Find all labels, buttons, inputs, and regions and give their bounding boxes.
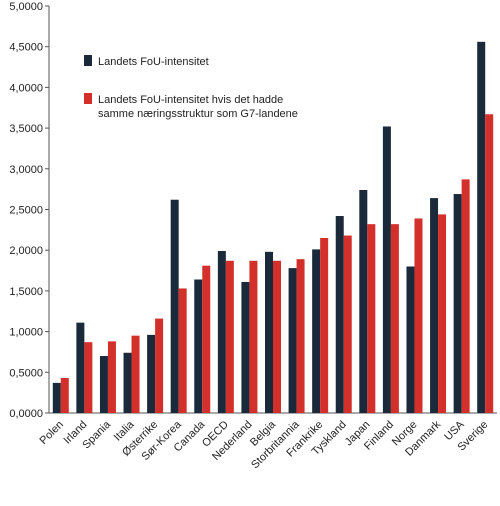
bar-g7 [343, 235, 352, 413]
y-tick-label: 1,5000 [9, 286, 43, 298]
bar-g7 [131, 335, 140, 413]
y-tick-label: 5,0000 [9, 1, 43, 13]
bar-g7 [438, 214, 447, 413]
axes: 0,0000 0,5000 1,0000 1,5000 2,0000 2,5000 3,00… [9, 1, 497, 420]
bar-g7 [225, 260, 234, 413]
legend-swatch [84, 93, 92, 104]
bar-g7 [461, 179, 470, 413]
bar-g7 [202, 265, 211, 413]
y-tick-label: 4,5000 [9, 42, 43, 54]
bar-actual [147, 334, 156, 413]
legend-label: Landets FoU-intensitet [98, 56, 209, 68]
bar-actual [453, 194, 462, 413]
legend-label: samme næringsstruktur som G7-landene [98, 108, 298, 120]
bar-g7 [273, 260, 281, 413]
legend: Landets FoU-intensitet Landets FoU-intens… [84, 55, 298, 120]
bar-g7 [390, 224, 399, 413]
bar-g7 [296, 259, 305, 413]
bar-actual [335, 216, 344, 413]
bar-actual [382, 126, 391, 414]
y-tick-label: 3,5000 [9, 123, 43, 135]
bar-actual [406, 266, 415, 413]
bar-g7 [367, 224, 376, 413]
category-label: Polen [38, 419, 66, 447]
bar-actual [217, 251, 226, 413]
y-tick-label: 2,0000 [9, 245, 43, 257]
bar-g7 [178, 288, 187, 413]
bar-actual [123, 352, 132, 413]
bar-actual [241, 281, 250, 413]
bars [52, 41, 494, 414]
bar-g7 [60, 377, 69, 413]
y-tick-label: 4,0000 [9, 82, 43, 94]
bar-actual [288, 268, 297, 413]
y-tick-label: 2,5000 [9, 205, 43, 217]
bar-actual [265, 251, 273, 413]
bar-actual [76, 322, 85, 413]
y-tick-label: 0,0000 [9, 408, 43, 420]
category-labels: PolenIrlandSpaniaItaliaØsterrikeSør-Kore… [38, 418, 491, 471]
bar-actual [430, 198, 439, 413]
bar-g7 [485, 114, 494, 414]
bar-actual [359, 189, 368, 413]
y-tick-label: 3,0000 [9, 164, 43, 176]
bar-actual [312, 249, 321, 413]
y-tick-label: 1,0000 [9, 327, 43, 339]
bar-g7 [84, 342, 93, 413]
y-tick-label: 0,5000 [9, 367, 43, 379]
legend-swatch [84, 55, 92, 66]
bar-g7 [320, 237, 329, 413]
bar-actual [170, 199, 179, 413]
bar-g7 [155, 318, 164, 413]
bar-actual [477, 41, 486, 413]
legend-label: Landets FoU-intensitet hvis det hadde [98, 94, 283, 106]
bar-actual [194, 279, 203, 413]
bar-g7 [414, 218, 423, 413]
bar-g7 [107, 341, 116, 413]
bar-actual [99, 356, 108, 413]
bar-actual [52, 382, 61, 413]
bar-g7 [249, 260, 258, 413]
